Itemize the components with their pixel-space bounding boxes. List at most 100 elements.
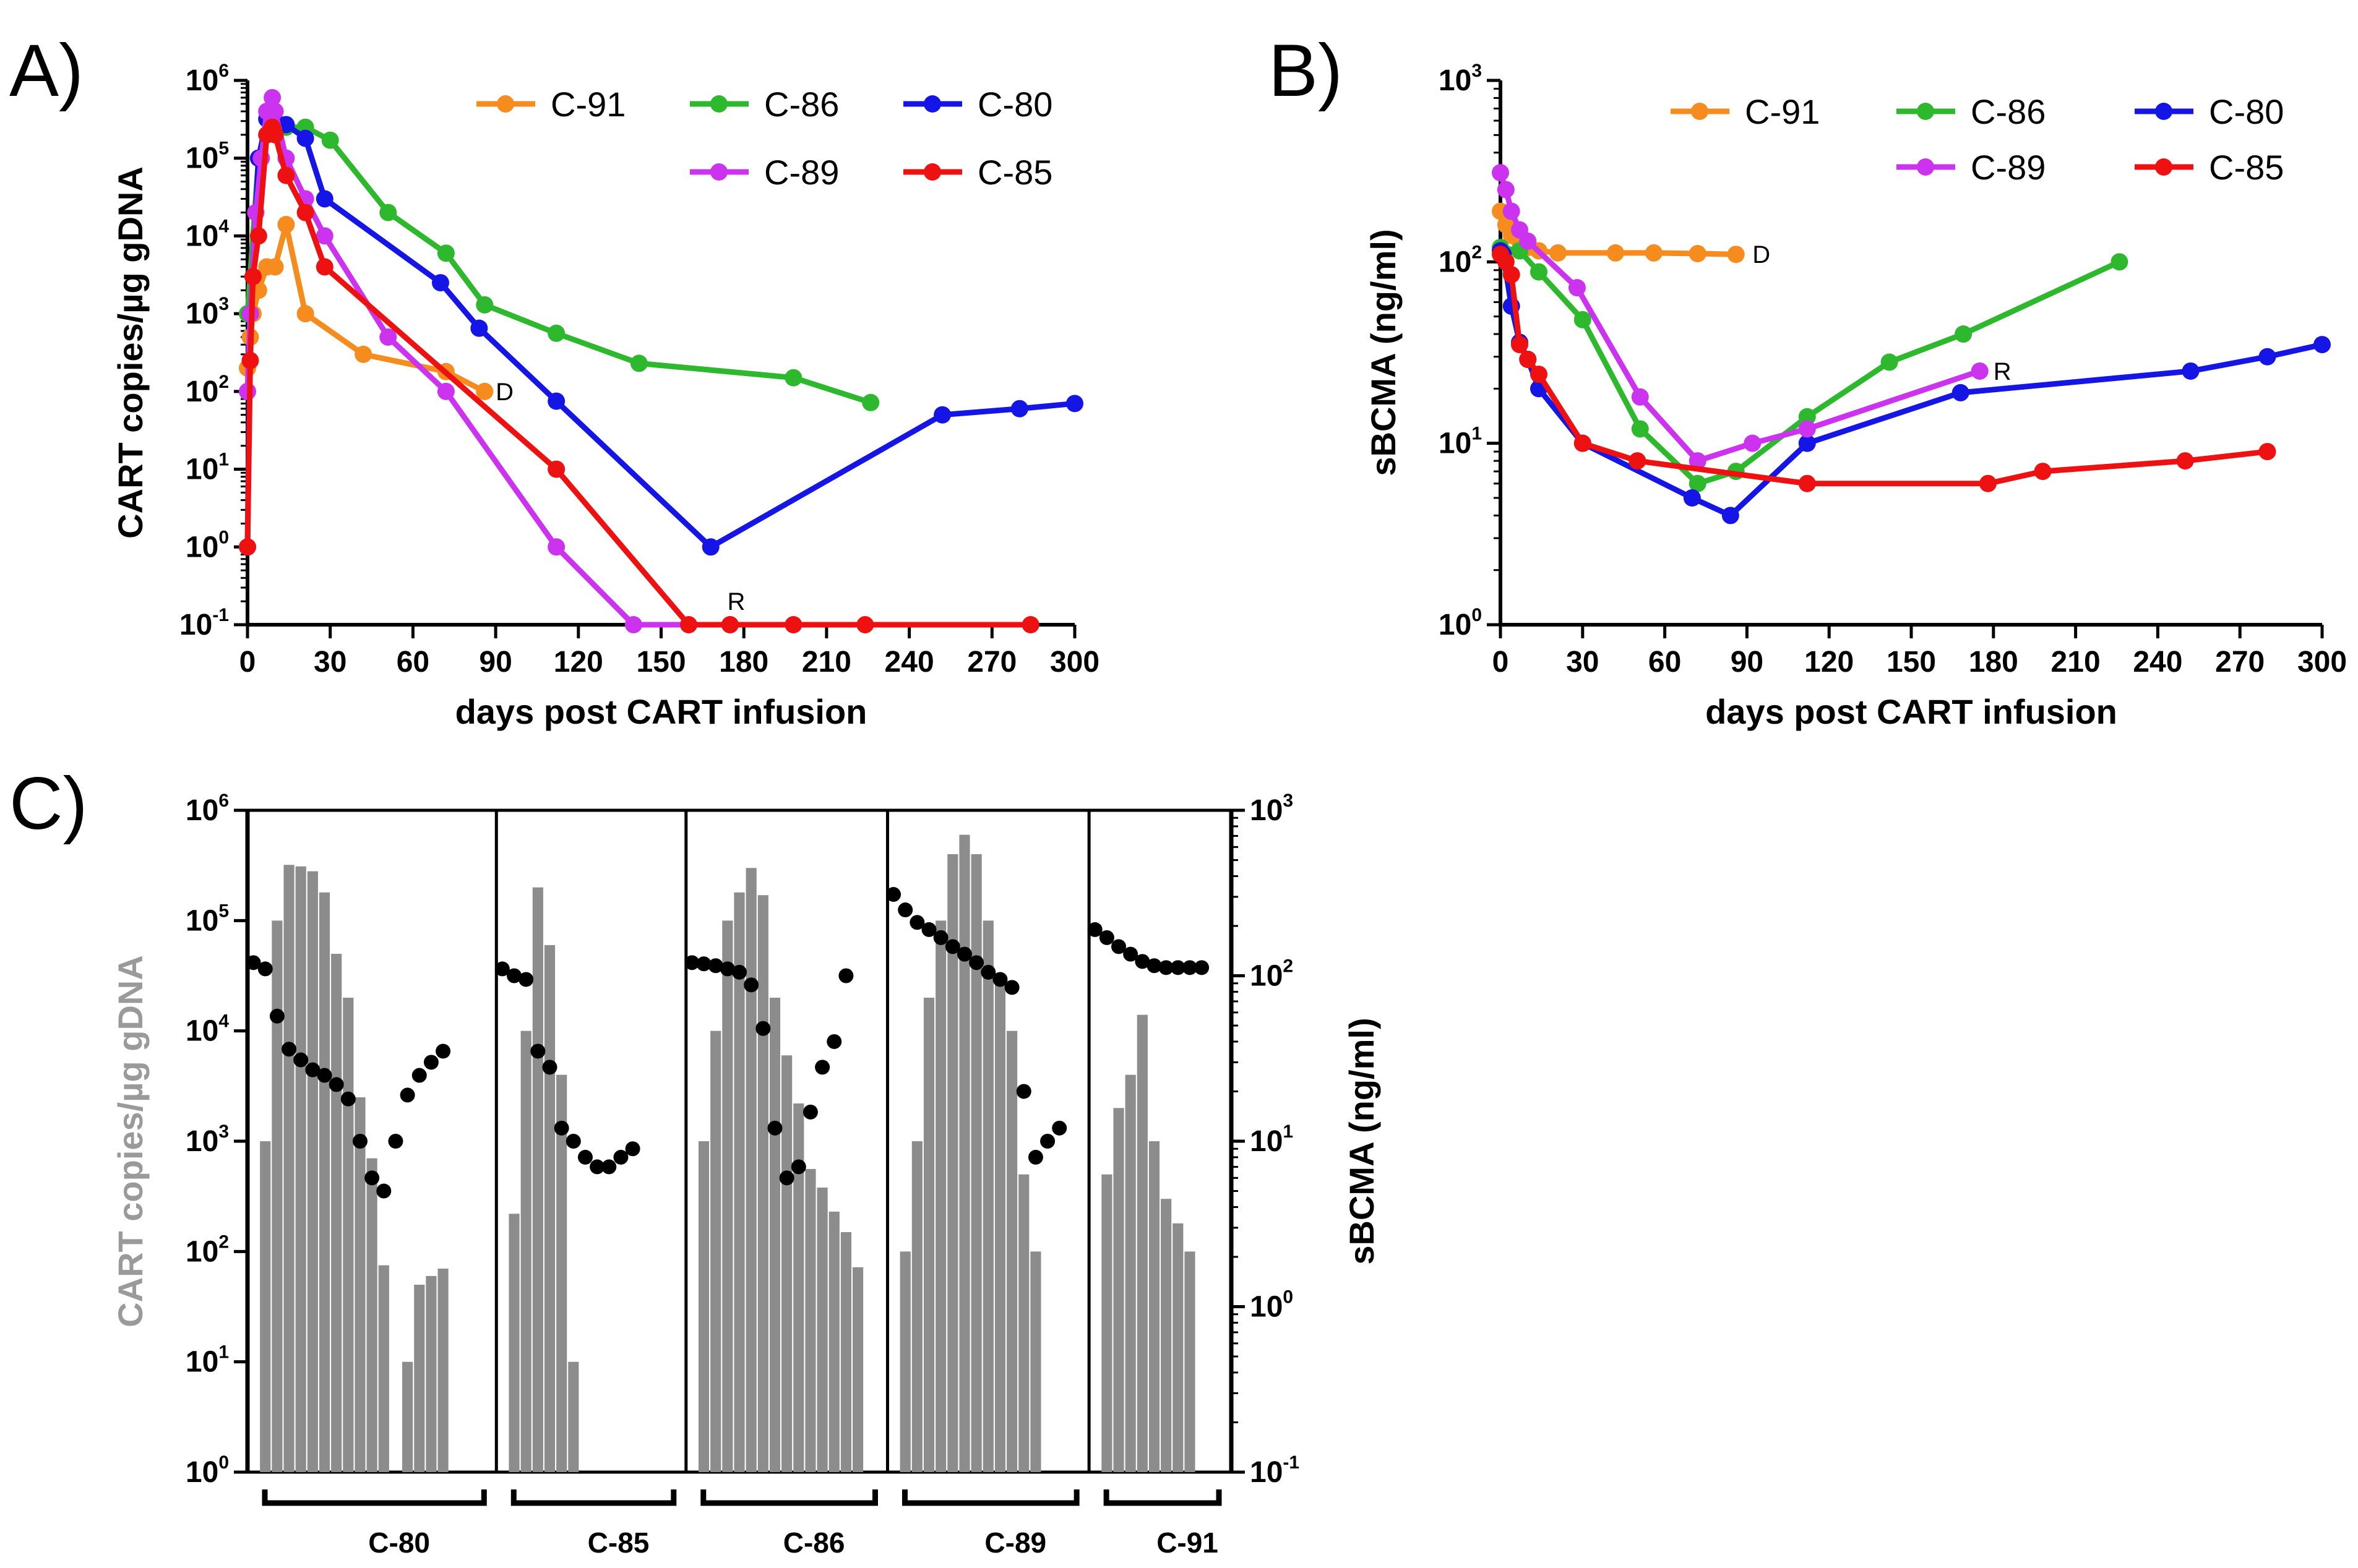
- panel-c-chart: 100 101 102 103 104 105 106 10-1 100 101 102 103 CAR…: [111, 790, 1381, 1559]
- panel-c-right-tick-label-3: 102: [1250, 956, 1293, 993]
- panel-letter-b: B): [1268, 29, 1343, 112]
- data-point-c-85: [277, 166, 295, 184]
- panel-b-ytick-label-3: 103: [1439, 61, 1482, 97]
- data-point-c-86: [476, 296, 494, 314]
- panel-c-left-tick-label-0: 100: [186, 1452, 229, 1489]
- bar-c-89: [983, 920, 994, 1472]
- panel-b-x-axis-title: days post CART infusion: [1705, 692, 2117, 731]
- bar-c-86: [722, 920, 733, 1472]
- panel-a-ytick-label-4: 103: [186, 294, 229, 330]
- dot-c-89: [886, 887, 901, 902]
- panel-b-xtick-label-8: 240: [2133, 646, 2182, 679]
- dot-c-80: [269, 1008, 285, 1024]
- bar-c-91: [1184, 1251, 1195, 1472]
- legend-label-c-91: C-91: [551, 85, 626, 124]
- bar-c-89: [900, 1251, 911, 1472]
- panel-b-series-c-89: [1492, 164, 1989, 470]
- dot-c-89: [921, 922, 937, 937]
- panel-a-xtick-label-2: 60: [397, 646, 429, 679]
- data-point-c-85: [1022, 616, 1039, 633]
- data-point-c-85: [1629, 452, 1646, 470]
- data-point-c-89: [1744, 434, 1762, 452]
- data-point-c-80: [1683, 489, 1701, 507]
- data-point-c-91: [277, 216, 295, 234]
- panel-c-left-tick-label-1: 101: [186, 1342, 229, 1379]
- panel-b-ytick-label-0: 100: [1439, 605, 1482, 641]
- legend-marker-c-89: [710, 163, 728, 181]
- legend-marker-c-86: [710, 95, 728, 113]
- data-point-c-85: [249, 227, 267, 245]
- dot-c-85: [577, 1149, 593, 1165]
- data-point-c-89: [1568, 279, 1586, 297]
- panel-a-ytick-label-6: 105: [186, 139, 229, 175]
- dot-c-80: [257, 961, 273, 977]
- bar-c-86: [769, 997, 781, 1472]
- panel-c-left-axis-title: CART copies/µg gDNA: [111, 955, 150, 1327]
- bar-c-91: [1148, 1141, 1160, 1472]
- bar-c-89: [1007, 1030, 1018, 1472]
- panel-c-right-axis-title: sBCMA (ng/ml): [1342, 1017, 1381, 1264]
- bar-c-86: [805, 1168, 816, 1472]
- data-point-c-89: [316, 227, 333, 245]
- data-point-c-80: [702, 538, 720, 556]
- data-point-c-89: [379, 328, 397, 346]
- bar-c-85: [532, 887, 543, 1472]
- legend-entry-c-80: C-80: [903, 85, 1052, 124]
- panel-a-xtick-label-1: 30: [314, 646, 346, 679]
- data-point-c-85: [680, 616, 698, 633]
- series-line-c-85: [244, 124, 1031, 628]
- data-point-c-86: [785, 369, 802, 387]
- panel-c-left-tick-label-5: 105: [186, 901, 229, 937]
- data-point-c-80: [470, 319, 488, 337]
- bar-c-80: [437, 1268, 449, 1472]
- dot-c-89: [1040, 1134, 1056, 1149]
- dot-c-85: [507, 968, 522, 983]
- legend-label-c-85: C-85: [978, 153, 1052, 192]
- data-point-c-80: [431, 274, 449, 292]
- bar-c-80: [366, 1158, 377, 1472]
- data-point-c-80: [296, 129, 314, 147]
- dot-c-80: [246, 955, 261, 970]
- legend-label-c-89: C-89: [1971, 148, 2046, 187]
- data-point-c-85: [1502, 266, 1520, 284]
- dot-c-89: [933, 930, 949, 945]
- data-point-c-85: [2034, 463, 2052, 481]
- bar-c-80: [355, 1097, 366, 1472]
- panel-c-left-tick-label-4: 104: [186, 1011, 229, 1048]
- dot-c-89: [898, 902, 913, 918]
- bar-c-91: [1125, 1074, 1136, 1472]
- panel-c-left-tick-label-3: 103: [186, 1121, 229, 1158]
- legend-label-c-86: C-86: [1971, 92, 2046, 131]
- panel-a-series-c-80: [239, 110, 1083, 556]
- data-point-c-85: [296, 203, 314, 221]
- data-point-c-89: [264, 88, 282, 106]
- bar-c-80: [295, 866, 306, 1472]
- dot-c-89: [910, 915, 925, 930]
- data-point-c-85: [1573, 434, 1591, 452]
- data-point-c-80: [316, 190, 333, 208]
- dot-c-80: [400, 1087, 415, 1103]
- data-point-c-86: [1631, 420, 1649, 438]
- bar-c-91: [1173, 1223, 1184, 1472]
- dot-c-85: [601, 1159, 617, 1175]
- legend-marker-c-80: [924, 95, 941, 113]
- panel-b-ytick-label-1: 101: [1439, 424, 1482, 460]
- bar-c-80: [414, 1285, 425, 1472]
- dot-c-80: [364, 1170, 380, 1186]
- panel-a-xtick-label-0: 0: [239, 646, 256, 679]
- legend-label-c-91: C-91: [1745, 92, 1820, 131]
- panel-a-xtick-label-3: 90: [479, 646, 512, 679]
- bar-c-85: [509, 1214, 520, 1472]
- dot-c-85: [625, 1141, 640, 1157]
- panel-b-xtick-label-2: 60: [1648, 646, 1681, 679]
- bar-c-80: [319, 892, 330, 1472]
- data-point-c-91: [266, 258, 284, 276]
- data-point-c-85: [785, 616, 802, 633]
- data-point-c-91: [1727, 246, 1745, 263]
- data-point-c-80: [2258, 348, 2276, 366]
- panel-a-xtick-label-10: 300: [1050, 646, 1099, 679]
- data-point-c-86: [630, 354, 648, 372]
- dot-c-91: [1135, 954, 1150, 969]
- dot-c-89: [981, 964, 996, 980]
- data-point-c-80: [1951, 383, 1969, 401]
